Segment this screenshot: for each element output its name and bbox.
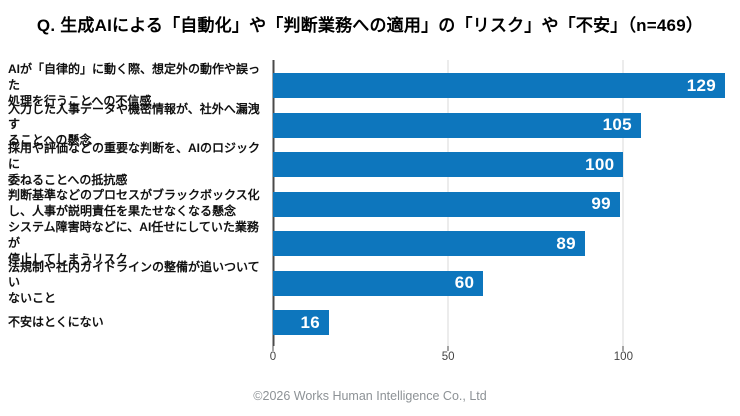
tick-mark <box>272 346 274 351</box>
bar: 89 <box>273 231 585 257</box>
category-label: 不安はとくにない <box>8 314 104 329</box>
bar: 105 <box>273 112 641 138</box>
bar-row: 入力した人事データや機密情報が、社外へ漏洩す ることへの懸念 105 <box>0 102 740 147</box>
bar-row: 法規制や社内ガイドラインの整備が追いついてい ないこと 60 <box>0 260 740 305</box>
tick-mark <box>622 346 624 351</box>
gridline <box>622 60 624 346</box>
category-label: 判断基準などのプロセスがブラックボックス化 し、人事が説明責任を果たせなくなる懸… <box>8 188 260 219</box>
x-tick-label: 100 <box>613 351 633 363</box>
bar-track: 89 <box>273 231 732 257</box>
bar-row: システム障害時などに、AI任せにしていた業務が 停止してしまうリスク 89 <box>0 220 740 266</box>
category-label: システム障害時などに、AI任せにしていた業務が 停止してしまうリスク <box>8 220 259 266</box>
tick-mark <box>447 346 449 351</box>
bar: 16 <box>273 310 330 336</box>
bar-track: 105 <box>273 112 732 138</box>
bar: 60 <box>273 270 484 296</box>
category-label: 採用や評価などの重要な判断を、AIのロジックに 委ねることへの抵抗感 <box>8 141 261 187</box>
bar-track: 60 <box>273 270 732 296</box>
x-tick-label: 50 <box>441 351 455 363</box>
bar-row: 判断基準などのプロセスがブラックボックス化 し、人事が説明責任を果たせなくなる懸… <box>0 185 740 225</box>
bar-track: 100 <box>273 152 732 178</box>
bar-track: 129 <box>273 73 732 99</box>
bar-value-label: 99 <box>591 194 611 214</box>
chart-title: Q. 生成AIによる「自動化」や「判断業務への適用」の「リスク」や「不安」（n=… <box>36 16 704 35</box>
x-tick-label: 0 <box>269 351 277 363</box>
bar-value-label: 60 <box>454 273 475 293</box>
bar-row: AIが「自律的」に動く際、想定外の動作や誤った 処理を行うことへの不信感 129 <box>0 62 740 108</box>
bar: 100 <box>273 152 624 178</box>
category-label: 法規制や社内ガイドラインの整備が追いついてい ないこと <box>8 259 260 306</box>
bar-rows: AIが「自律的」に動く際、想定外の動作や誤った 処理を行うことへの不信感 129 入… <box>0 62 740 343</box>
bar: 99 <box>273 191 620 217</box>
category-label: AIが「自律的」に動く際、想定外の動作や誤った 処理を行うことへの不信感 <box>8 62 261 108</box>
bar-row: 採用や評価などの重要な判断を、AIのロジックに 委ねることへの抵抗感 100 <box>0 141 740 187</box>
bar-track: 99 <box>273 191 732 217</box>
bar-row: 不安はとくにない 16 <box>0 303 740 343</box>
bar-track: 16 <box>273 310 732 336</box>
bar: 129 <box>273 73 725 99</box>
bar-value-label: 105 <box>602 115 632 135</box>
copyright-text: ©2026 Works Human Intelligence Co., Ltd <box>253 389 487 403</box>
category-label: 入力した人事データや機密情報が、社外へ漏洩す ることへの懸念 <box>8 101 260 148</box>
bar-value-label: 129 <box>686 75 716 95</box>
bar-value-label: 16 <box>300 312 321 332</box>
bar-value-label: 100 <box>585 154 615 174</box>
bar-value-label: 89 <box>556 233 576 253</box>
